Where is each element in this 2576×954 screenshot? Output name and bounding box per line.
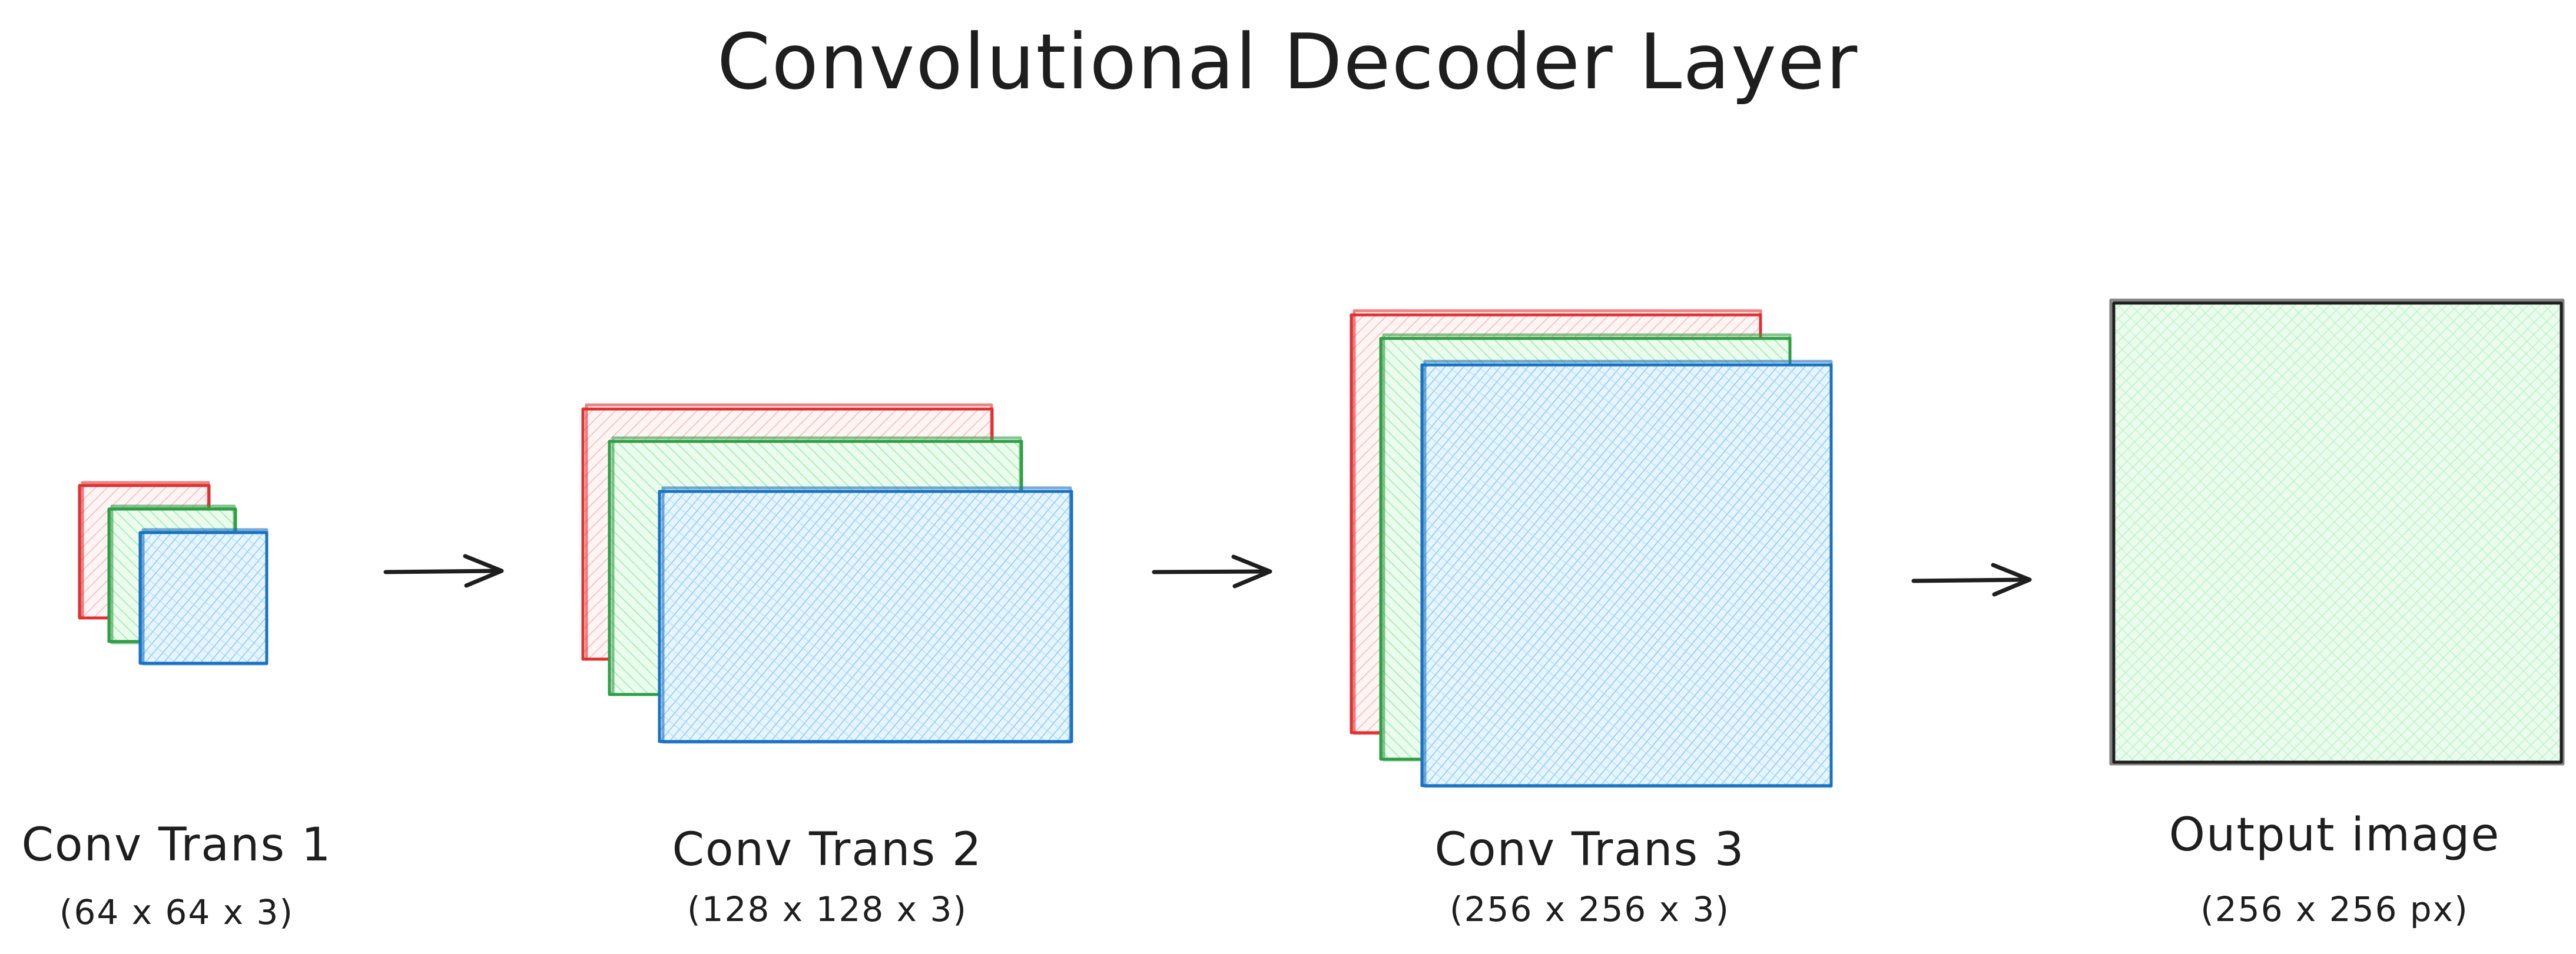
conv-trans-2-blue-map: [658, 486, 1073, 744]
conv-trans-3-blue-map: [1420, 360, 1833, 788]
arrow-2: [1152, 554, 1272, 589]
diagram-title: Convolutional Decoder Layer: [717, 17, 1859, 107]
conv-trans-2-block: [581, 403, 1073, 744]
conv-trans-1-dims: (64 x 64 x 3): [59, 892, 294, 932]
arrow-1: [383, 554, 504, 588]
conv-trans-3-label: Conv Trans 3: [1434, 823, 1745, 876]
conv-trans-2-label: Conv Trans 2: [672, 823, 982, 876]
conv-trans-1-block: [78, 481, 268, 666]
conv-trans-1-blue-map: [138, 528, 268, 666]
conv-trans-3-dims: (256 x 256 x 3): [1450, 889, 1730, 929]
output-image-block: [2109, 298, 2565, 766]
conv-trans-3-block: [1350, 309, 1833, 788]
output-image-dims: (256 x 256 px): [2200, 889, 2468, 929]
conv-trans-1-label: Conv Trans 1: [21, 819, 331, 872]
arrow-3: [1911, 563, 2032, 597]
conv-trans-2-dims: (128 x 128 x 3): [687, 889, 967, 929]
output-image-label: Output image: [2169, 809, 2501, 862]
